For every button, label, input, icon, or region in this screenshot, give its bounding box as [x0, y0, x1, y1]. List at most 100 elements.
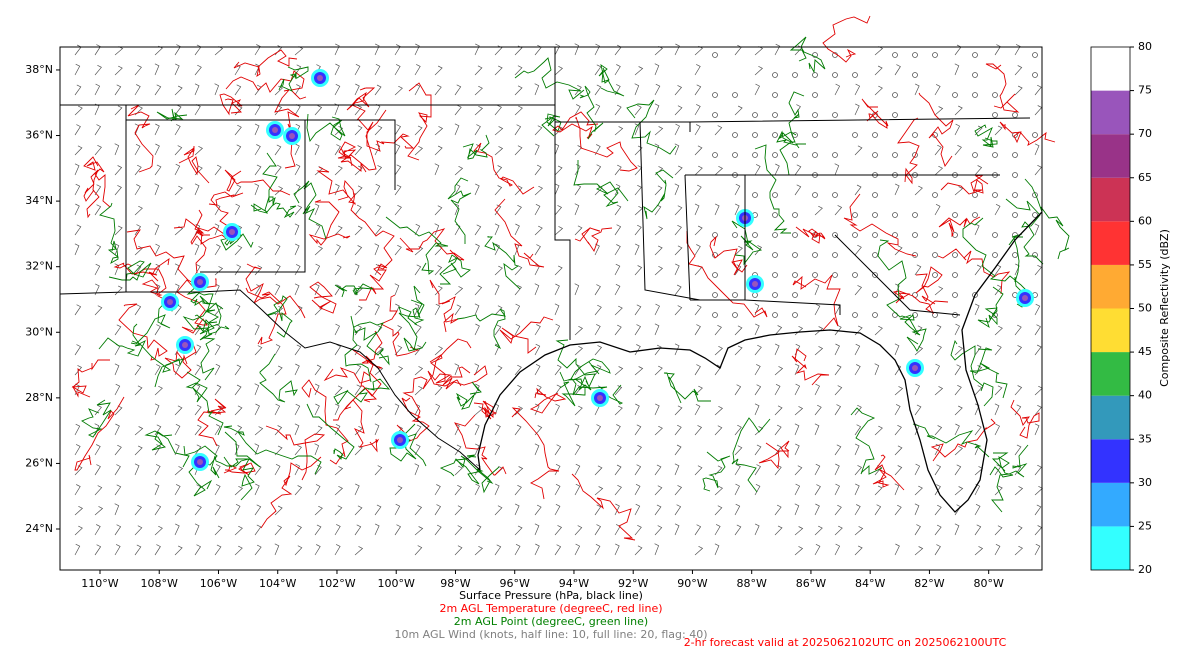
wind-barb: [434, 303, 441, 316]
wind-barb: [194, 104, 201, 116]
wind-barb: [234, 84, 242, 96]
contour: [144, 430, 190, 468]
wind-barb: [234, 405, 243, 416]
wind-barb: [94, 464, 101, 476]
wind-barb: [974, 524, 982, 536]
contour: [454, 414, 507, 476]
wind-barb: [454, 444, 462, 456]
wind-barb: [934, 344, 942, 356]
wind-barb: [534, 164, 542, 176]
wind-barb: [794, 526, 804, 536]
wind-barb: [694, 425, 703, 436]
calm-wind: [932, 272, 938, 278]
wind-barb: [494, 243, 500, 256]
wind-barb: [474, 545, 484, 556]
wind-barb: [534, 384, 542, 396]
calm-wind: [1032, 252, 1038, 258]
contour: [473, 142, 535, 195]
wind-barb: [434, 345, 444, 356]
calm-wind: [812, 192, 818, 198]
wind-barb: [134, 264, 142, 276]
wind-barb: [694, 45, 704, 56]
y-tick-label: 38°N: [25, 63, 53, 76]
calm-wind: [712, 312, 718, 318]
contour: [792, 274, 841, 331]
wind-barb: [934, 84, 941, 96]
wind-barb: [154, 263, 161, 276]
wind-barb: [414, 43, 420, 56]
contour: [185, 371, 224, 436]
wind-barb: [874, 46, 884, 56]
wind-barb: [254, 123, 260, 136]
wind-barb: [854, 103, 860, 116]
contour: [306, 113, 346, 143]
wind-barb: [454, 123, 460, 136]
wind-barb: [234, 144, 242, 156]
wind-barb: [534, 125, 543, 136]
wind-barb: [354, 185, 363, 196]
wind-barb: [254, 544, 262, 556]
wind-barb: [94, 124, 102, 136]
contour: [663, 372, 711, 404]
contour: [822, 15, 871, 63]
wind-barb: [1034, 464, 1042, 476]
wind-barb: [954, 323, 960, 336]
wind-barb: [734, 524, 742, 536]
wind-barb: [534, 143, 540, 156]
wind-barb: [234, 525, 243, 536]
wind-barb: [174, 443, 180, 456]
wind-barb: [894, 465, 903, 476]
wind-barb: [614, 484, 622, 496]
wind-barb: [714, 165, 724, 176]
wind-barb: [274, 365, 283, 376]
wind-barb: [434, 504, 442, 516]
wind-barb: [914, 264, 922, 276]
wind-barb: [474, 406, 484, 416]
wind-barb: [1034, 504, 1042, 516]
wind-barb: [614, 385, 623, 396]
contour: [186, 283, 224, 310]
x-tick-label: 94°W: [559, 577, 589, 590]
wind-barb: [954, 486, 964, 496]
wind-barb: [154, 525, 163, 536]
wind-barb: [694, 304, 702, 316]
wind-barb: [694, 165, 703, 176]
wind-barb: [134, 205, 143, 216]
contour: [308, 199, 351, 246]
wind-barb: [554, 143, 560, 156]
calm-wind: [812, 52, 818, 58]
wind-barb: [234, 124, 242, 136]
wind-barb: [714, 345, 724, 356]
wind-barb: [634, 444, 642, 456]
wind-barb: [754, 83, 760, 96]
calm-wind: [772, 192, 778, 198]
wind-barb: [294, 525, 302, 536]
wind-barb: [834, 463, 840, 476]
wind-barb: [154, 403, 160, 416]
wind-barb: [174, 504, 182, 516]
wind-barb: [674, 523, 680, 536]
calm-wind: [1032, 52, 1038, 58]
contour: [456, 308, 506, 350]
wind-barb: [934, 464, 942, 476]
wind-barb: [174, 185, 183, 196]
wind-barb: [634, 83, 640, 96]
calm-wind: [752, 232, 758, 238]
contour: [398, 299, 425, 326]
calm-wind: [732, 152, 738, 158]
contour: [366, 109, 415, 152]
contour: [253, 202, 297, 219]
wind-barb: [294, 423, 300, 436]
wind-barb: [474, 124, 481, 136]
colorbar-tick-label: 50: [1138, 302, 1152, 315]
wind-barb: [634, 464, 642, 476]
wind-barb: [834, 404, 842, 416]
wind-barb: [294, 243, 300, 256]
calm-wind: [972, 92, 978, 98]
wind-barb: [514, 543, 521, 556]
wind-barb: [754, 344, 762, 356]
wind-barb: [1014, 44, 1021, 56]
wind-barb: [854, 526, 864, 536]
wind-barb: [274, 144, 282, 156]
contour: [754, 144, 791, 234]
